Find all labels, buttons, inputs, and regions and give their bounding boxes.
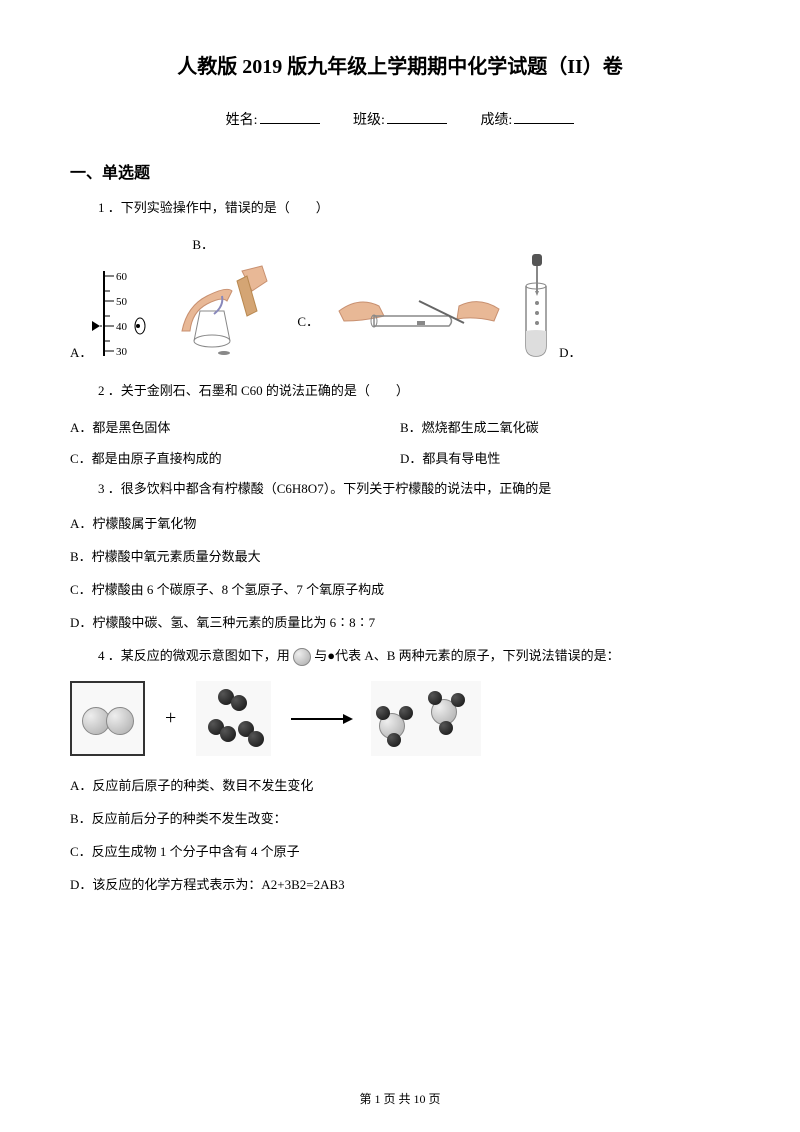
name-label: 姓名:	[226, 113, 258, 128]
class-blank	[387, 123, 447, 124]
class-label: 班级:	[353, 113, 385, 128]
grey-atom-icon	[293, 648, 311, 666]
q1-label-a: A．	[70, 342, 92, 361]
q2-b: B．燃烧都生成二氧化碳	[400, 417, 730, 436]
plus-icon: +	[165, 707, 176, 730]
q2-text: 2 ．关于金刚石、石墨和 C60 的说法正确的是（ ）	[98, 381, 730, 402]
test-tube-solid-icon	[319, 281, 509, 361]
svg-text:50: 50	[116, 296, 128, 308]
q1-label-c: C．	[297, 311, 319, 330]
score-blank	[514, 123, 574, 124]
page-title: 人教版 2019 版九年级上学期期中化学试题（II）卷	[70, 50, 730, 79]
product-box	[371, 681, 481, 756]
dropper-tube-icon	[514, 251, 559, 361]
q3-b: B．柠檬酸中氧元素质量分数最大	[70, 547, 730, 568]
reactant-b-box	[196, 681, 271, 756]
q4-b: B．反应前后分子的种类不发生改变：	[70, 809, 730, 830]
q4-text: 4 ．某反应的微观示意图如下，用 与●代表 A、B 两种元素的原子，下列说法错误…	[98, 646, 730, 667]
q4-c: C．反应生成物 1 个分子中含有 4 个原子	[70, 842, 730, 863]
section-title: 一、单选题	[70, 159, 730, 183]
q2-d: D．都具有导电性	[400, 448, 730, 467]
q4-text-pre: 4 ．某反应的微观示意图如下，用	[98, 648, 290, 663]
q2-row2: C．都是由原子直接构成的 D．都具有导电性	[70, 448, 730, 467]
q1-images: A． 60 50 40 30 B．	[70, 234, 730, 361]
q1-text: 1 ．下列实验操作中，错误的是（ ）	[98, 198, 730, 219]
svg-text:40: 40	[116, 321, 128, 333]
q1-label-b: B．	[192, 234, 292, 253]
cylinder-reading-icon: 60 50 40 30	[92, 266, 147, 361]
svg-text:60: 60	[116, 271, 128, 283]
q4-d: D．该反应的化学方程式表示为：A2+3B2=2AB3	[70, 875, 730, 896]
score-label: 成绩:	[480, 113, 512, 128]
q2-row1: A．都是黑色固体 B．燃烧都生成二氧化碳	[70, 417, 730, 436]
arrow-icon	[291, 718, 351, 720]
q3-c: C．柠檬酸由 6 个碳原子、8 个氢原子、7 个氧原子构成	[70, 580, 730, 601]
reactant-a-box	[70, 681, 145, 756]
q4-diagram: +	[70, 681, 730, 756]
name-blank	[260, 123, 320, 124]
q4-text-post: 与●代表 A、B 两种元素的原子，下列说法错误的是：	[314, 648, 619, 663]
q3-text: 3 ．很多饮料中都含有柠檬酸（C6H8O7）。下列关于柠檬酸的说法中，正确的是	[98, 479, 730, 500]
svg-text:30: 30	[116, 346, 128, 358]
q1-label-d: D．	[559, 342, 581, 361]
q3-d: D．柠檬酸中碳、氢、氧三种元素的质量比为 6∶8∶7	[70, 613, 730, 634]
q2-a: A．都是黑色固体	[70, 417, 400, 436]
pouring-liquid-icon	[152, 256, 292, 356]
q3-a: A．柠檬酸属于氧化物	[70, 514, 730, 535]
page-footer: 第 1 页 共 10 页	[0, 1090, 800, 1107]
q4-a: A．反应前后原子的种类、数目不发生变化	[70, 776, 730, 797]
q2-c: C．都是由原子直接构成的	[70, 448, 400, 467]
info-line: 姓名: 班级: 成绩:	[70, 109, 730, 129]
